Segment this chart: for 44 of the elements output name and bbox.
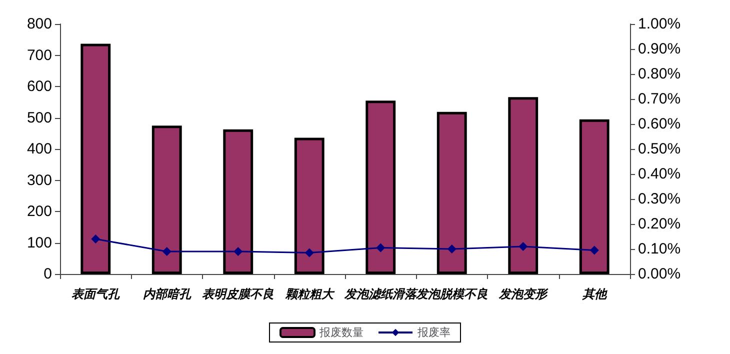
point <box>447 244 456 254</box>
x-tick-label: 内部暗孔 <box>142 287 192 301</box>
x-tick-label: 颗粒粗大 <box>284 287 336 301</box>
bar <box>294 138 324 274</box>
y2-tick-label: 0.50% <box>638 140 681 158</box>
y2-tick-label: 0.00% <box>638 266 681 282</box>
bar <box>436 112 467 274</box>
point <box>234 247 243 256</box>
point <box>162 247 172 256</box>
y-tick-label: 700 <box>26 46 52 64</box>
y-tick-label: 100 <box>26 234 52 252</box>
y-tick-label: 0 <box>44 266 52 282</box>
bar <box>366 100 396 274</box>
y2-tick-label: 0.40% <box>638 166 681 182</box>
point <box>518 242 528 251</box>
y2-tick-label: 1.00% <box>638 16 681 32</box>
x-tick-label: 表明皮膜不良 <box>202 287 274 301</box>
y-tick-label: 600 <box>26 78 52 95</box>
bar <box>508 97 538 274</box>
y2-tick-label: 0.90% <box>638 40 681 58</box>
bar <box>223 129 254 274</box>
y2-tick-label: 0.80% <box>638 66 681 82</box>
x-tick-label: 发泡变形 <box>498 287 550 301</box>
y-tick-label: 500 <box>26 109 52 126</box>
point <box>590 246 599 255</box>
y2-tick-label: 0.10% <box>638 240 681 258</box>
point <box>304 248 314 258</box>
legend-label: 报废率 <box>416 326 450 339</box>
point <box>91 234 100 244</box>
x-tick-label: 其他 <box>581 287 608 301</box>
y2-tick-label: 0.60% <box>638 116 681 132</box>
x-tick-label: 表面气孔 <box>72 287 121 301</box>
y2-tick-label: 0.70% <box>638 90 681 108</box>
y2-tick-label: 0.30% <box>638 190 681 208</box>
y-tick-label: 200 <box>26 203 52 220</box>
bar <box>80 44 111 274</box>
y2-tick-label: 0.20% <box>638 216 681 232</box>
y-tick-label: 300 <box>26 172 52 189</box>
y-tick-label: 800 <box>26 16 52 32</box>
y-tick-label: 400 <box>26 140 52 158</box>
bar <box>152 126 182 274</box>
point <box>376 243 386 252</box>
legend-label: 报废数量 <box>318 326 364 339</box>
bar <box>579 119 610 274</box>
